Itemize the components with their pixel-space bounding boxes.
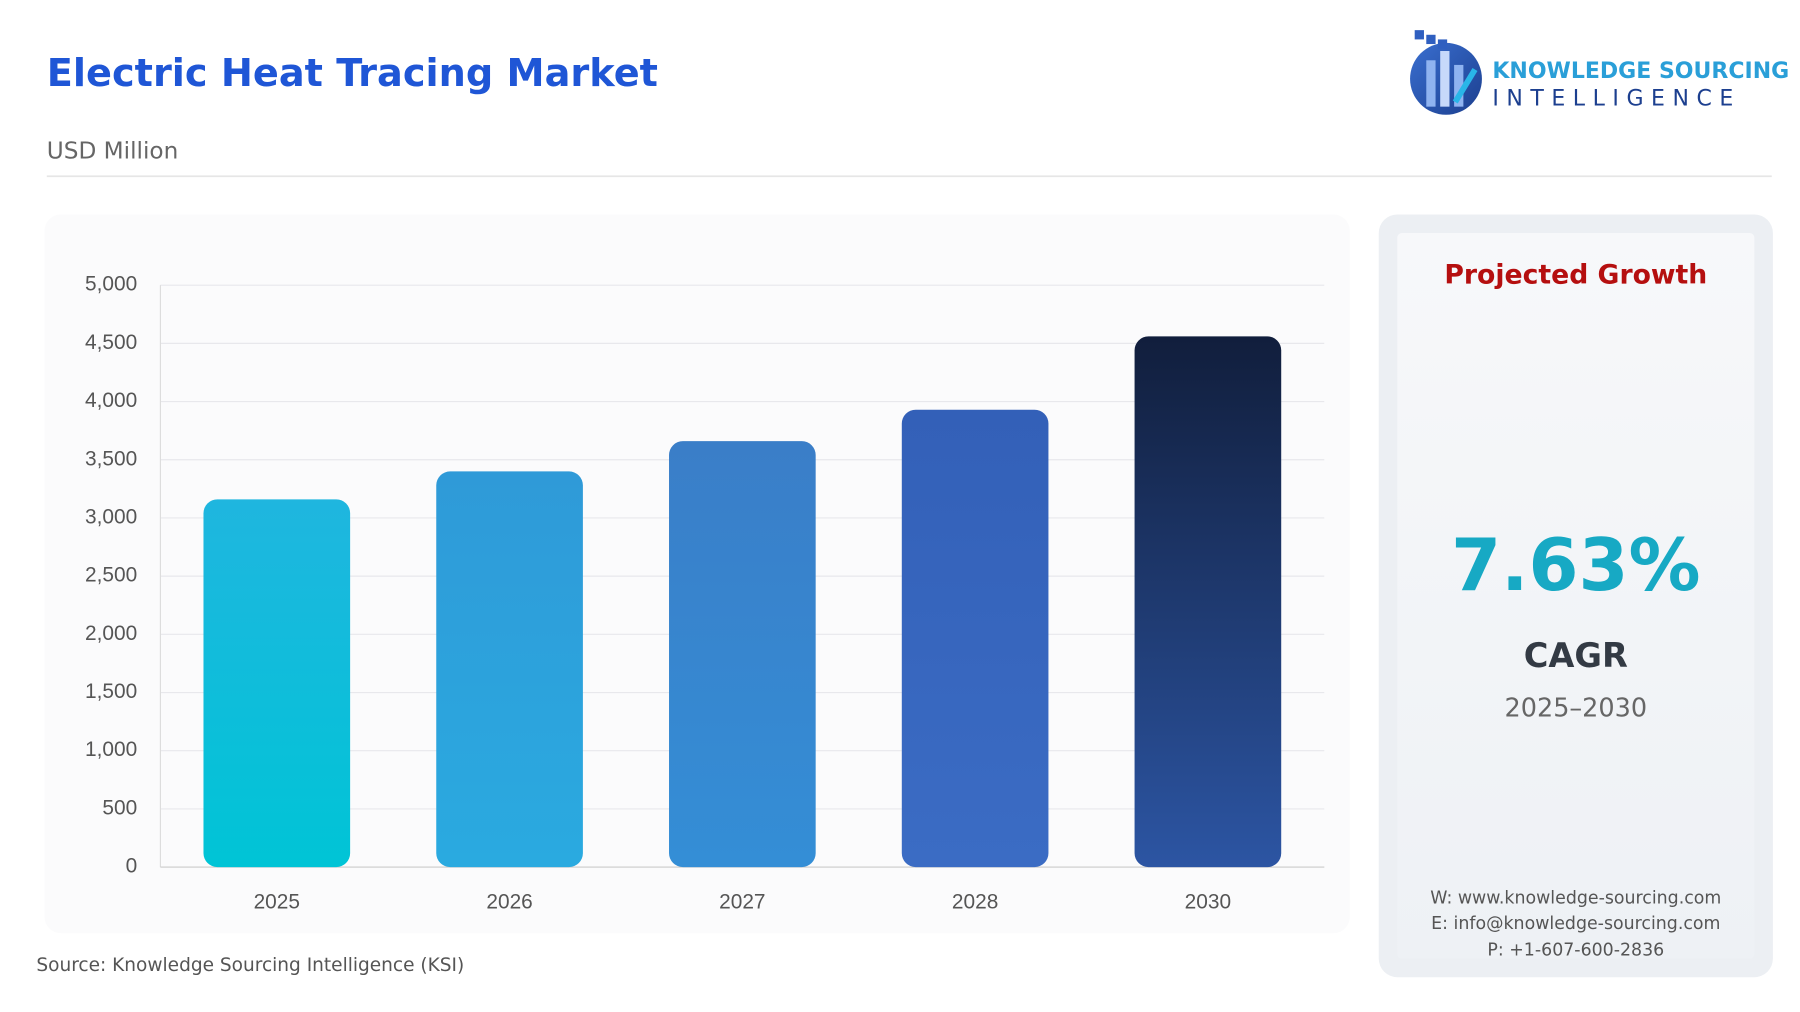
y-tick-label: 4,500 (85, 331, 137, 354)
y-tick-label: 4,000 (85, 389, 137, 412)
y-tick-label: 5,000 (85, 273, 137, 296)
source: Source: Knowledge Sourcing Intelligence … (36, 955, 464, 976)
title: Electric Heat Tracing Market (47, 51, 658, 96)
contact: E: info@knowledge-sourcing.com (1431, 914, 1720, 934)
x-tick-label: 2026 (486, 891, 532, 914)
logo-line1: KNOWLEDGE SOURCING (1492, 59, 1789, 84)
panel (1397, 233, 1755, 959)
logo: KNOWLEDGE SOURCING INTELLIGENCE (1410, 30, 1789, 115)
chart: 0 500 1,000 1,500 2,000 2,500 3,000 3,500 4,000 4… (85, 273, 1325, 914)
y-tick-label: 3,000 (85, 505, 137, 528)
contact: W: www.knowledge-sourcing.com (1430, 888, 1721, 908)
y-tick-label: 500 (102, 796, 137, 819)
y-tick-label: 0 (126, 855, 138, 878)
x-tick-label: 2027 (719, 891, 765, 914)
bar (901, 409, 1049, 868)
bar (203, 499, 351, 868)
x-tick-label: 2030 (1185, 891, 1231, 914)
y-tick-label: 3,500 (85, 447, 137, 470)
bar (436, 471, 583, 868)
y-tick-label: 2,500 (85, 564, 137, 587)
bar (1134, 336, 1282, 868)
cagr-value: 7.63% (1451, 523, 1700, 607)
x-tick-label: 2025 (254, 891, 300, 914)
panel-heading: Projected Growth (1444, 259, 1707, 290)
subtitle: USD Million (47, 137, 179, 164)
y-tick-label: 1,000 (85, 738, 137, 761)
bar (669, 441, 816, 868)
x-tick-label: 2028 (952, 891, 998, 914)
cagr-label: CAGR (1524, 636, 1628, 675)
y-tick-label: 1,500 (85, 680, 137, 703)
cagr-period: 2025–2030 (1505, 693, 1648, 723)
logo-line2: INTELLIGENCE (1492, 87, 1741, 112)
y-tick-label: 2,000 (85, 622, 137, 645)
contact: P: +1-607-600-2836 (1487, 941, 1664, 961)
